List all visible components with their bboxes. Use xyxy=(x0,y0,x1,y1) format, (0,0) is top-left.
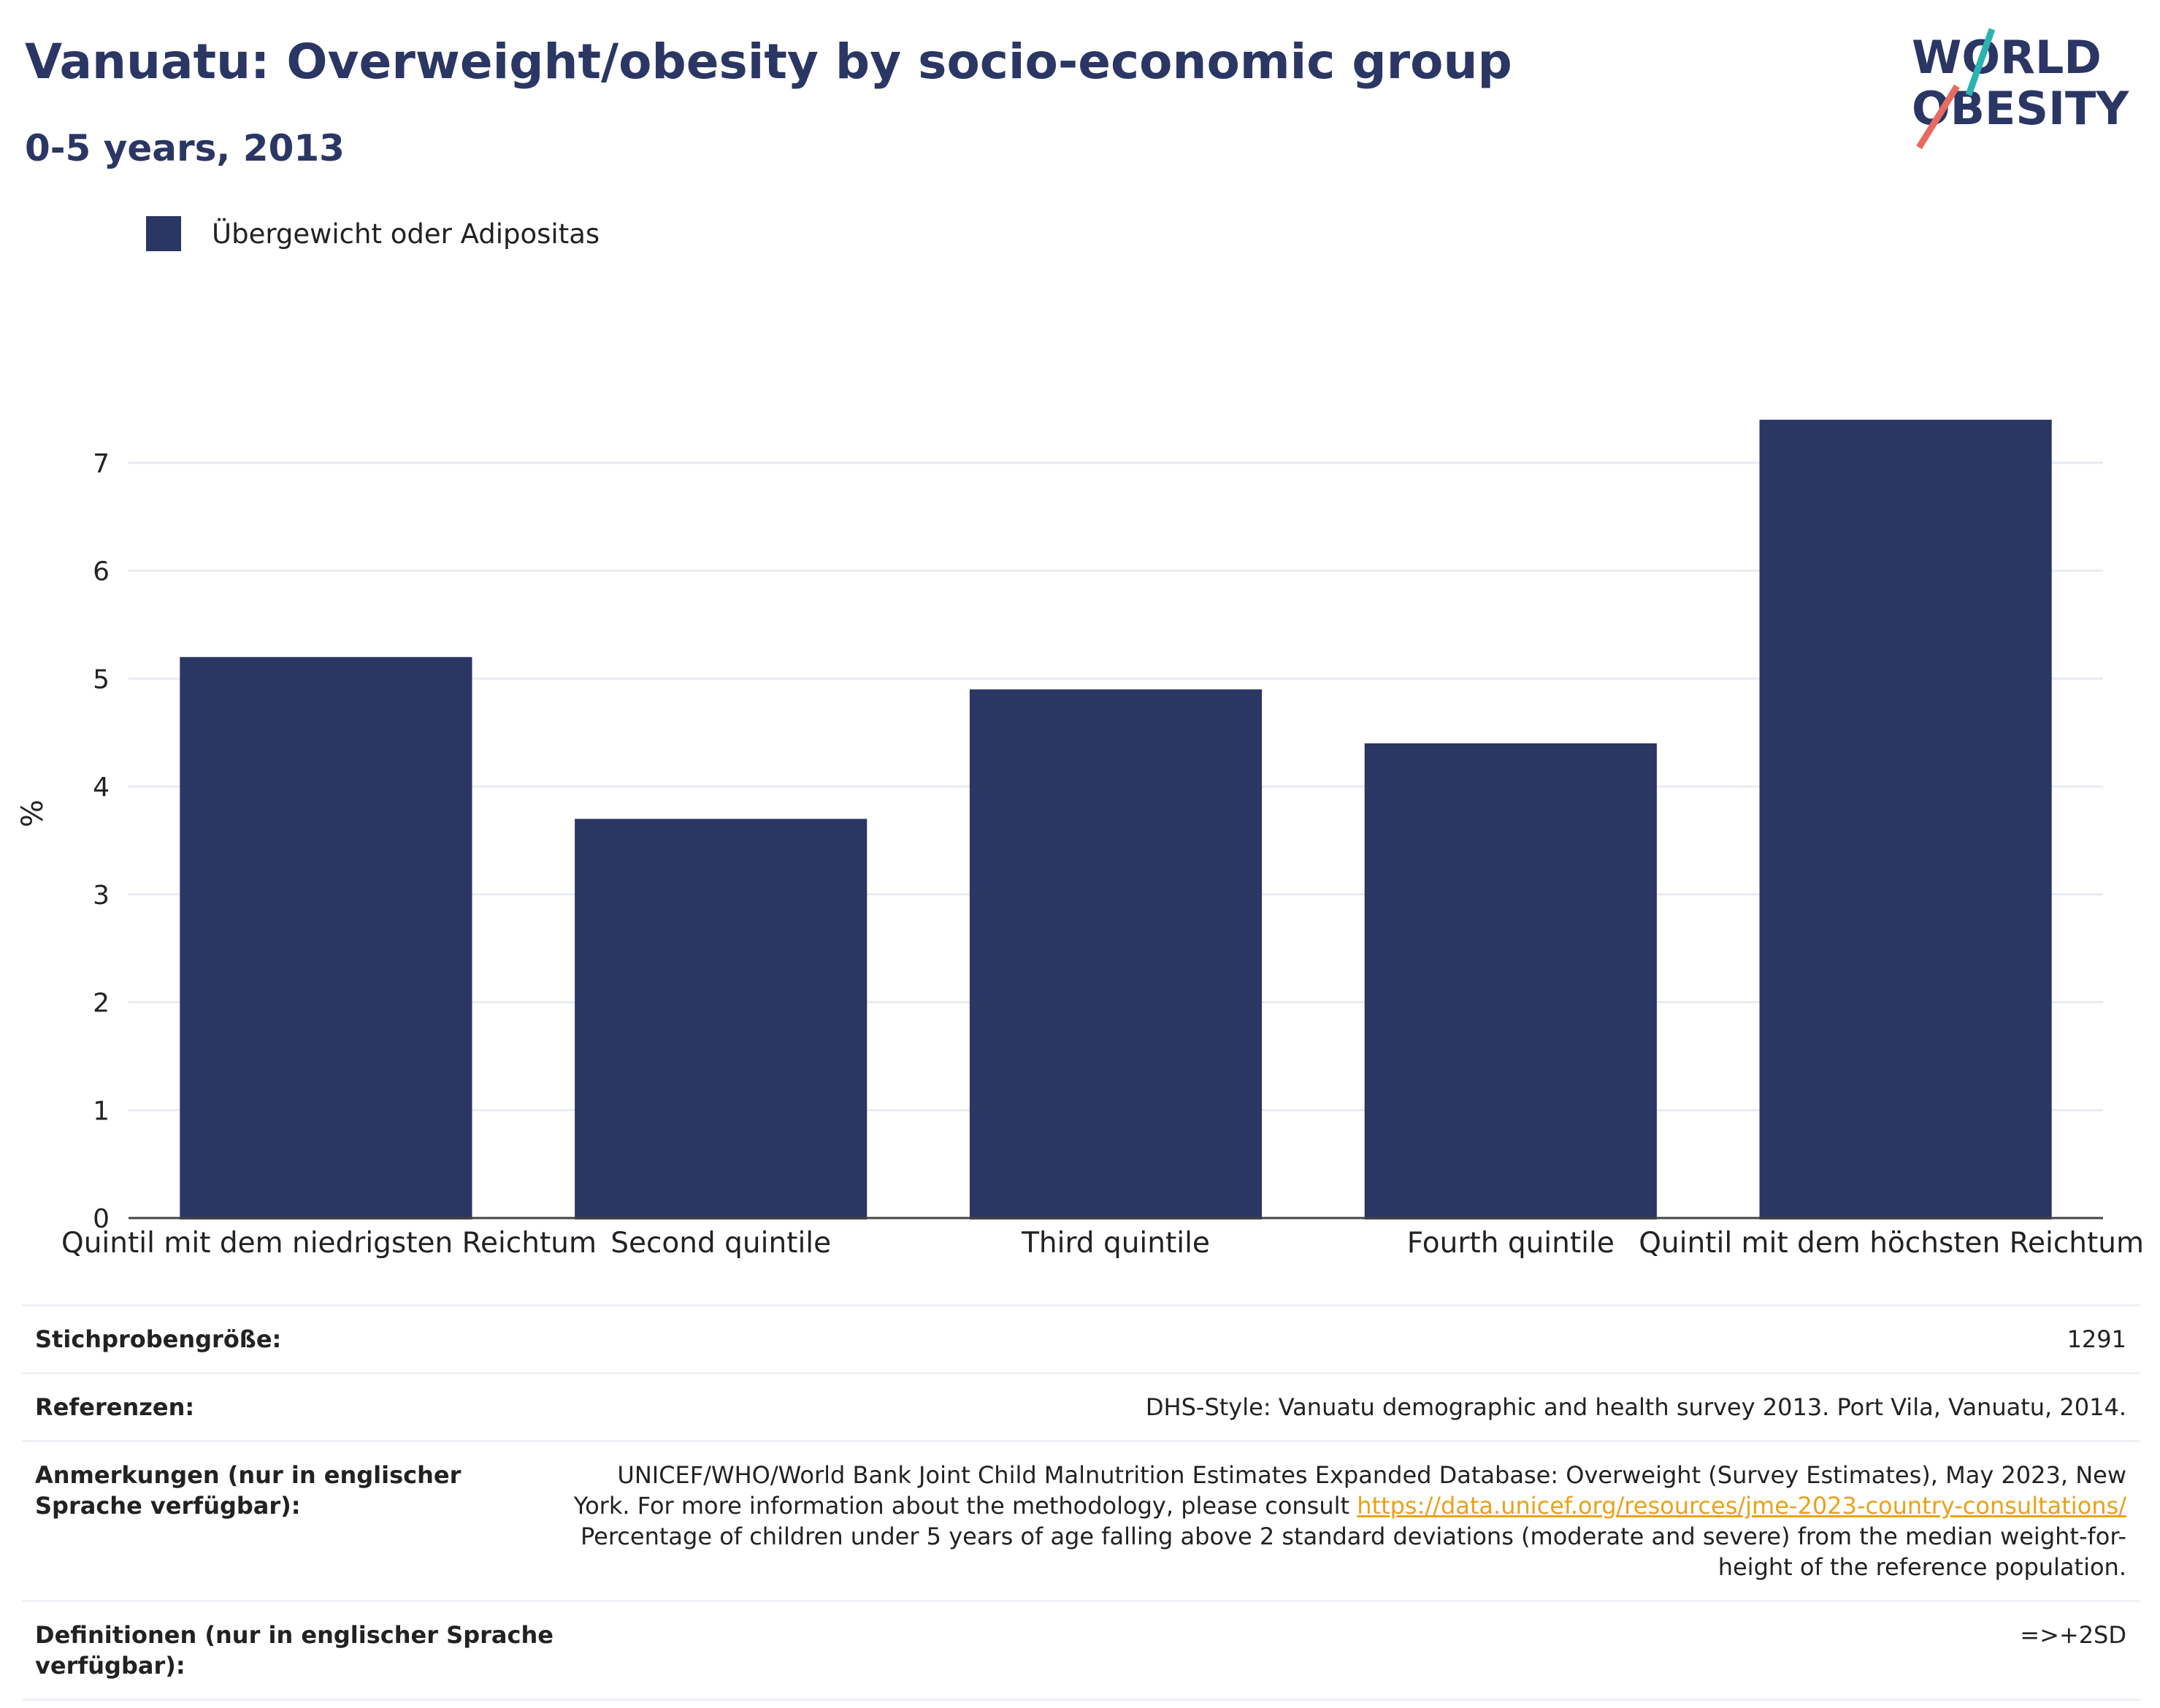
sample-size-label: Stichprobengröße: xyxy=(35,1325,282,1353)
metadata-table: Stichprobengröße: 1291 Referenzen: DHS-S… xyxy=(22,1304,2140,1701)
logo-slash-coral xyxy=(1916,84,1960,150)
sample-size-value: 1291 xyxy=(2067,1325,2126,1353)
axes: 0 1 2 3 4 5 6 7 Quintil mit dem niedrigsten Reic… xyxy=(16,449,2144,1260)
y-tick-label: 0 xyxy=(93,1204,110,1234)
x-tick-label: Quintil mit dem niedrigsten Reichtum xyxy=(61,1227,597,1260)
world-obesity-logo: WORLD OBESITY xyxy=(1912,28,2129,150)
logo-line-world: WORLD xyxy=(1912,31,2102,84)
y-tick-label: 6 xyxy=(93,557,110,587)
y-tick-label: 7 xyxy=(93,449,110,479)
notes-value: UNICEF/WHO/World Bank Joint Child Malnut… xyxy=(561,1460,2126,1582)
notes-label: Anmerkungen (nur in englischer Sprache v… xyxy=(35,1461,462,1520)
bar-chart: 0 1 2 3 4 5 6 7 Quintil mit dem niedrigsten Reic… xyxy=(16,419,2144,1260)
bar xyxy=(575,819,868,1219)
notes-text-1: UNICEF/WHO/World Bank Joint Child Malnut… xyxy=(573,1461,2126,1520)
sample-size-row: Stichprobengröße: 1291 xyxy=(22,1306,2140,1374)
bar xyxy=(1759,419,2052,1219)
y-tick-label: 5 xyxy=(93,665,110,694)
notes-link[interactable]: https://data.unicef.org/resources/jme-20… xyxy=(1357,1492,2126,1520)
bars xyxy=(180,419,2052,1219)
definitions-row: Definitionen (nur in englischer Sprache … xyxy=(22,1602,2140,1701)
bar xyxy=(1364,743,1657,1219)
y-tick-label: 1 xyxy=(93,1096,110,1126)
references-label: Referenzen: xyxy=(35,1393,195,1421)
y-axis-label: % xyxy=(16,800,50,827)
notes-text-2: Percentage of children under 5 years of … xyxy=(581,1523,2126,1581)
y-tick-label: 2 xyxy=(93,989,110,1019)
chart-title: Vanuatu: Overweight/obesity by socio-eco… xyxy=(25,34,1512,90)
definitions-value: =>+2SD xyxy=(2020,1621,2126,1649)
chart-legend: Übergewicht oder Adipositas xyxy=(146,216,600,251)
x-tick-label: Quintil mit dem höchsten Reichtum xyxy=(1639,1227,2144,1260)
bar xyxy=(969,689,1263,1219)
y-tick-label: 4 xyxy=(93,773,110,803)
logo-slash-teal xyxy=(1965,28,1996,96)
x-tick-label: Second quintile xyxy=(610,1227,831,1260)
legend-swatch xyxy=(146,216,181,251)
logo-line-obesity: OBESITY xyxy=(1912,82,2129,135)
notes-row: Anmerkungen (nur in englischer Sprache v… xyxy=(22,1442,2140,1602)
legend-label: Übergewicht oder Adipositas xyxy=(212,218,600,250)
y-tick-label: 3 xyxy=(93,881,110,911)
x-tick-label: Third quintile xyxy=(1021,1227,1210,1260)
x-tick-label: Fourth quintile xyxy=(1407,1227,1615,1260)
references-value: DHS-Style: Vanuatu demographic and healt… xyxy=(1145,1393,2126,1421)
definitions-label: Definitionen (nur in englischer Sprache … xyxy=(35,1621,554,1680)
bar xyxy=(180,656,472,1219)
chart-subtitle: 0-5 years, 2013 xyxy=(25,127,345,169)
references-row: Referenzen: DHS-Style: Vanuatu demograph… xyxy=(22,1374,2140,1442)
